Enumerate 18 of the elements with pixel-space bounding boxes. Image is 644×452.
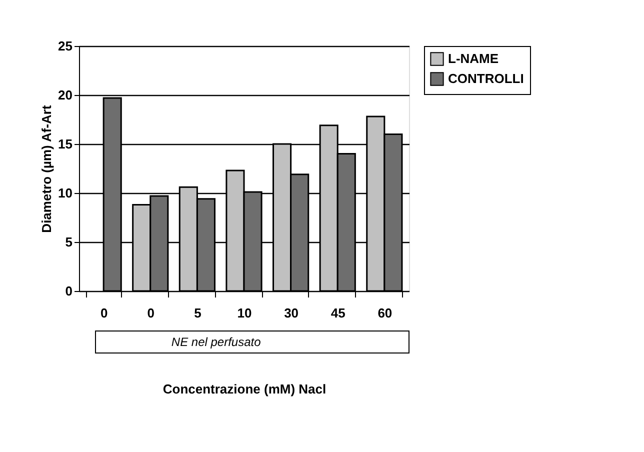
y-tick-label: 25 [58,38,72,54]
x-tick-label: 45 [330,306,346,320]
legend-label: CONTROLLI [448,71,524,86]
text: NE nel perfusato [171,335,262,349]
x-tick-label: 0 [100,306,108,320]
y-tick-label: 15 [58,136,72,152]
x-tick-label: 0 [147,306,154,320]
x-tick-label: 5 [194,306,202,320]
y-tick-label: 0 [65,284,72,298]
y-tick-label: 10 [58,186,72,200]
y-axis-title: Diametro (µm) Af-Art [39,104,54,233]
x-tick-label: 10 [237,306,252,320]
y-tick-label: 5 [65,234,72,250]
x-tick-label: 60 [378,306,392,320]
x-tick-label: 30 [284,306,299,320]
x-axis-title: Concentrazione (mM) Nacl [162,382,326,396]
legend-label: L-NAME [448,51,499,66]
y-tick-label: 20 [58,88,72,102]
